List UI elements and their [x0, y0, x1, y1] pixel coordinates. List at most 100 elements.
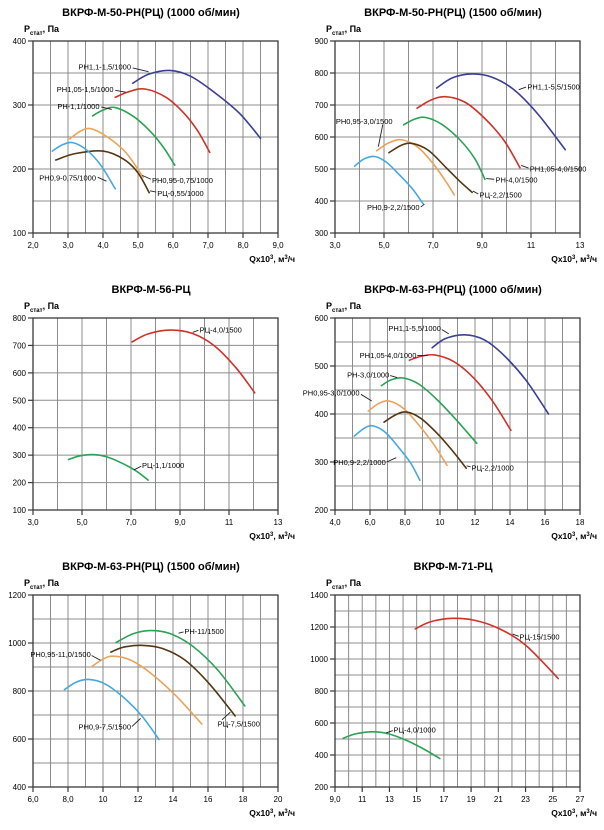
- svg-text:11: 11: [527, 241, 536, 250]
- svg-text:19: 19: [467, 795, 476, 804]
- svg-text:20: 20: [274, 795, 283, 804]
- y-axis-label: Рстат, Па: [326, 301, 362, 314]
- svg-text:РН0,9-2,2/1500: РН0,9-2,2/1500: [367, 203, 420, 212]
- svg-text:РН1,05-1,5/1000: РН1,05-1,5/1000: [57, 85, 114, 94]
- y-axis-label: Рстат, Па: [24, 578, 60, 591]
- chart-title: ВКРФ-М-50-РН(РЦ) (1000 об/мин): [62, 7, 240, 19]
- svg-text:400: 400: [13, 783, 27, 792]
- svg-text:РН0,9-0,75/1000: РН0,9-0,75/1000: [39, 173, 96, 182]
- svg-text:600: 600: [13, 735, 27, 744]
- svg-text:200: 200: [13, 165, 27, 174]
- svg-text:1000: 1000: [310, 655, 328, 664]
- svg-text:200: 200: [315, 783, 329, 792]
- svg-text:3,0: 3,0: [62, 241, 74, 250]
- chart-title: ВКРФ-М-71-РЦ: [413, 561, 493, 573]
- svg-text:500: 500: [13, 396, 27, 405]
- svg-text:5,0: 5,0: [76, 518, 88, 527]
- svg-text:400: 400: [315, 410, 329, 419]
- svg-text:10: 10: [436, 518, 445, 527]
- chart-panel-vkrf-m-63-rn-1000: ВКРФ-М-63-РН(РЦ) (1000 об/мин) Рстат, Па…: [302, 277, 604, 554]
- svg-text:100: 100: [13, 506, 27, 515]
- svg-text:600: 600: [13, 369, 27, 378]
- svg-text:300: 300: [13, 451, 27, 460]
- svg-text:600: 600: [315, 133, 329, 142]
- svg-text:3,0: 3,0: [27, 518, 39, 527]
- y-axis-label: Рстат, Па: [326, 24, 362, 37]
- svg-text:400: 400: [13, 424, 27, 433]
- svg-text:4,0: 4,0: [329, 518, 341, 527]
- svg-text:РЦ-1,1/1000: РЦ-1,1/1000: [142, 461, 184, 470]
- svg-text:Qх103, м3/ч: Qх103, м3/ч: [551, 531, 597, 541]
- svg-text:10: 10: [99, 795, 108, 804]
- svg-text:6,0: 6,0: [364, 518, 376, 527]
- svg-text:6,0: 6,0: [27, 795, 39, 804]
- svg-text:300: 300: [13, 101, 27, 110]
- svg-text:РЦ-2,2/1000: РЦ-2,2/1000: [472, 463, 514, 472]
- svg-text:100: 100: [13, 229, 27, 238]
- chart-panel-vkrf-m-50-rn-1500: ВКРФ-М-50-РН(РЦ) (1500 об/мин) Рстат, Па…: [302, 0, 604, 277]
- chart-canvas: 200 400 600 800 1000 1200 1400 9,0 11 13 15 17 19 21 2…: [310, 591, 597, 818]
- svg-text:600: 600: [315, 314, 329, 323]
- svg-text:23: 23: [521, 795, 530, 804]
- svg-text:РЦ-15/1500: РЦ-15/1500: [519, 632, 559, 641]
- y-axis-label: Рстат, Па: [326, 578, 362, 591]
- svg-text:900: 900: [315, 37, 329, 46]
- svg-text:700: 700: [13, 341, 27, 350]
- svg-text:16: 16: [204, 795, 213, 804]
- svg-text:7,0: 7,0: [125, 518, 137, 527]
- svg-text:РЦ-7,5/1500: РЦ-7,5/1500: [218, 720, 260, 729]
- svg-text:РЦ-4,0/1500: РЦ-4,0/1500: [200, 326, 242, 335]
- chart-panel-vkrf-m-50-rn-1000: ВКРФ-М-50-РН(РЦ) (1000 об/мин) Рстат, Па…: [0, 0, 302, 277]
- chart-canvas: 300 400 500 600 700 800 900 3,0 5,0 7,0 9,0 11 13 Qх1…: [315, 37, 597, 264]
- svg-text:12: 12: [134, 795, 143, 804]
- svg-text:1000: 1000: [8, 639, 26, 648]
- svg-text:РН0,95-3,0/1500: РН0,95-3,0/1500: [336, 117, 393, 126]
- svg-text:1400: 1400: [310, 591, 328, 600]
- chart-canvas: 100 200 300 400 2,0 3,0 4,0 5,0 6,0 7,0 8,0 9,0 Qх10…: [13, 37, 295, 264]
- svg-text:300: 300: [315, 229, 329, 238]
- svg-text:18: 18: [239, 795, 248, 804]
- svg-text:3,0: 3,0: [329, 241, 341, 250]
- svg-text:25: 25: [548, 795, 557, 804]
- svg-text:9,0: 9,0: [272, 241, 284, 250]
- svg-text:13: 13: [385, 795, 394, 804]
- svg-text:11: 11: [225, 518, 234, 527]
- svg-text:27: 27: [576, 795, 585, 804]
- svg-text:РЦ-4,0/1000: РЦ-4,0/1000: [394, 726, 436, 735]
- svg-text:15: 15: [412, 795, 421, 804]
- svg-text:РН0,9-2,2/1000: РН0,9-2,2/1000: [333, 458, 386, 467]
- svg-text:Qх103, м3/ч: Qх103, м3/ч: [249, 254, 295, 264]
- svg-text:Qх103, м3/ч: Qх103, м3/ч: [249, 531, 295, 541]
- svg-text:200: 200: [315, 506, 329, 515]
- svg-text:800: 800: [315, 69, 329, 78]
- chart-panel-vkrf-m-63-rn-1500: ВКРФ-М-63-РН(РЦ) (1500 об/мин) Рстат, Па…: [0, 554, 302, 830]
- svg-text:РН-4,0/1500: РН-4,0/1500: [495, 175, 537, 184]
- svg-text:800: 800: [315, 687, 329, 696]
- svg-text:РН-1,1/1000: РН-1,1/1000: [57, 102, 99, 111]
- svg-text:РН1,05-4,0/1500: РН1,05-4,0/1500: [530, 165, 587, 174]
- svg-text:400: 400: [315, 751, 329, 760]
- svg-text:РН0,95-3,0/1000: РН0,95-3,0/1000: [303, 388, 360, 397]
- svg-text:Qх103, м3/ч: Qх103, м3/ч: [551, 808, 597, 818]
- svg-text:21: 21: [494, 795, 503, 804]
- svg-text:13: 13: [576, 241, 585, 250]
- svg-text:РН0,95-11,0/1500: РН0,95-11,0/1500: [30, 650, 90, 659]
- svg-text:14: 14: [506, 518, 515, 527]
- y-axis-label: Рстат, Па: [24, 301, 60, 314]
- chart-title: ВКРФ-М-56-РЦ: [111, 284, 191, 296]
- svg-text:8,0: 8,0: [62, 795, 74, 804]
- svg-text:9,0: 9,0: [174, 518, 186, 527]
- svg-text:9,0: 9,0: [476, 241, 488, 250]
- svg-text:6,0: 6,0: [167, 241, 179, 250]
- svg-text:200: 200: [13, 479, 27, 488]
- chart-panel-vkrf-m-56-rc: ВКРФ-М-56-РЦ Рстат, Па 100 200 300 400 500 60…: [0, 277, 302, 554]
- svg-text:600: 600: [315, 719, 329, 728]
- svg-text:8,0: 8,0: [399, 518, 411, 527]
- svg-text:16: 16: [541, 518, 550, 527]
- svg-text:7,0: 7,0: [202, 241, 214, 250]
- svg-text:7,0: 7,0: [427, 241, 439, 250]
- svg-text:500: 500: [315, 362, 329, 371]
- svg-text:РН-11/1500: РН-11/1500: [184, 627, 223, 636]
- svg-text:2,0: 2,0: [27, 241, 39, 250]
